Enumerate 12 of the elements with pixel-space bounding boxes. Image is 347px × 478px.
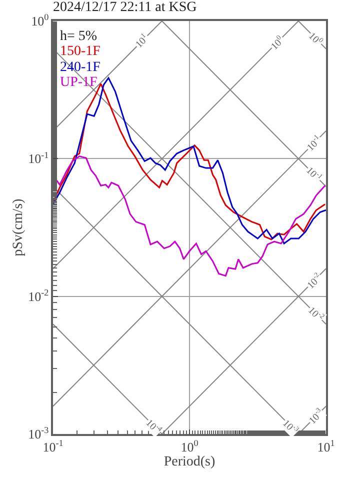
x-tick-label: 10$^{1}$ [317,438,335,454]
text: UP-1F [60,75,98,90]
y-tick-label: 10$^{-1}$ [28,150,49,166]
annotation: h= 5% [60,29,98,44]
x-axis-title: Period(s) [164,454,216,470]
series-label: 240-1F [60,60,101,75]
y-tick-label: 10$^{0}$ [31,12,50,29]
series-label: 150-1F [60,44,101,59]
x-tick-label: 10$^{0}$ [180,438,199,454]
y-tick-label: 10$^{-2}$ [28,287,50,304]
chart-title: 2024/12/17 22:11 at KSG [53,0,197,15]
y-axis-title: pSv(cm/s) [11,198,26,256]
